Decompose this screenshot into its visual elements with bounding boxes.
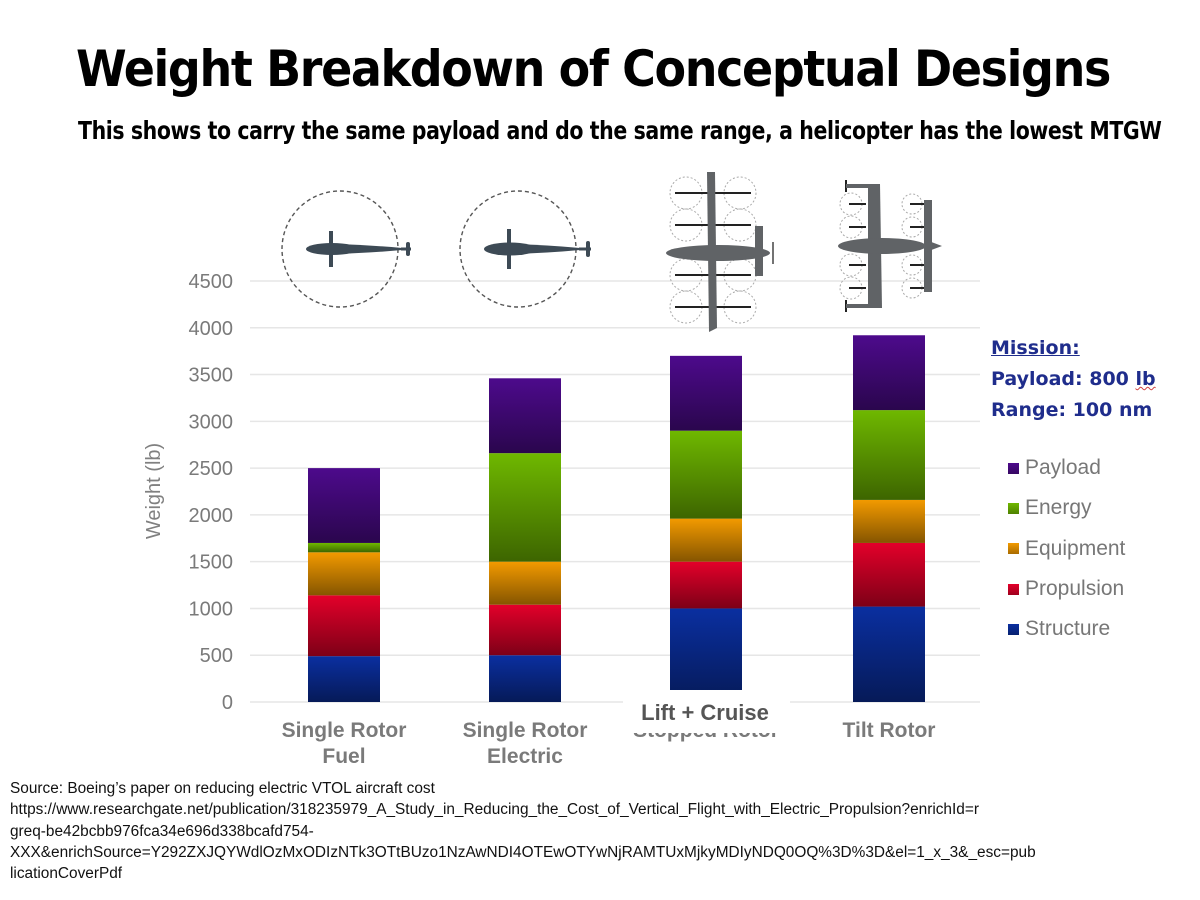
bar-segment-equipment	[489, 561, 561, 605]
bar-segment-structure	[489, 655, 561, 702]
source-url-line[interactable]: https://www.researchgate.net/publication…	[10, 801, 979, 819]
legend-item-payload: Payload	[1008, 448, 1125, 488]
source-url-line[interactable]: XXX&enrichSource=Y292ZXJQYWdlOzMxODIzNTk…	[10, 843, 1036, 861]
legend-label: Structure	[1025, 617, 1111, 641]
legend-swatch	[1008, 462, 1019, 474]
single-rotor-helicopter-icon	[281, 190, 411, 308]
y-tick-label: 4500	[189, 271, 234, 293]
chart-legend: Payload Energy Equipment Propulsion Structur…	[1008, 448, 1125, 649]
mission-payload: Payload: 800 lb	[991, 364, 1156, 395]
y-axis-ticks: 0 500 1000 1500 2000 2500 3000 3500 4000 4500	[189, 271, 234, 714]
x-tick-label: Electric	[487, 745, 563, 768]
mission-heading: Mission:	[991, 337, 1080, 359]
mission-box: Mission: Payload: 800 lb Range: 100 nm	[991, 333, 1156, 426]
legend-swatch	[1008, 583, 1019, 595]
bar-stack	[853, 335, 925, 702]
bar-segment-structure	[308, 656, 380, 702]
bars	[308, 335, 925, 702]
y-tick-label: 1500	[189, 552, 234, 574]
mission-payload-unit: lb	[1135, 368, 1156, 390]
bar-segment-equipment	[853, 499, 925, 543]
bar-segment-energy	[853, 410, 925, 500]
legend-item-structure: Structure	[1008, 609, 1125, 649]
legend-swatch	[1008, 623, 1019, 635]
source-url-line[interactable]: licationCoverPdf	[10, 865, 123, 883]
y-axis-label: Weight (lb)	[143, 443, 165, 539]
y-tick-label: 0	[222, 692, 233, 714]
source-url-line[interactable]: greq-be42bcbb976fca34e696d338bcafd754-	[10, 822, 314, 840]
legend-item-energy: Energy	[1008, 488, 1125, 528]
legend-label: Equipment	[1025, 536, 1126, 560]
bar-segment-equipment	[670, 518, 742, 562]
source-citation: Source: Boeing’s paper on reducing elect…	[10, 778, 1190, 884]
y-tick-label: 3500	[189, 365, 234, 387]
bar-segment-payload	[308, 468, 380, 543]
source-text: Source: Boeing’s paper on reducing elect…	[10, 780, 435, 797]
mission-range: Range: 100 nm	[991, 399, 1153, 421]
bar-segment-energy	[308, 542, 380, 553]
legend-label: Energy	[1025, 496, 1092, 520]
bar-segment-structure	[670, 608, 742, 702]
legend-label: Propulsion	[1025, 577, 1125, 601]
y-tick-label: 1000	[189, 598, 234, 620]
y-tick-label: 500	[200, 645, 233, 667]
legend-item-propulsion: Propulsion	[1008, 569, 1125, 609]
y-tick-label: 2000	[189, 505, 234, 527]
x-tick-label: Single Rotor	[463, 719, 588, 742]
overlay-label-box	[623, 690, 790, 733]
x-tick-label: Fuel	[322, 745, 365, 768]
bar-segment-propulsion	[489, 604, 561, 656]
single-rotor-helicopter-icon	[459, 190, 591, 308]
bar-segment-payload	[670, 355, 742, 431]
bar-segment-payload	[853, 335, 925, 411]
bar-stack	[308, 468, 380, 702]
mission-payload-label: Payload: 800	[991, 368, 1136, 390]
legend-swatch	[1008, 543, 1019, 555]
y-tick-label: 3000	[189, 411, 234, 433]
bar-segment-structure	[853, 606, 925, 702]
bar-segment-propulsion	[308, 595, 380, 657]
x-tick-label: Tilt Rotor	[843, 719, 936, 742]
lift-cruise-aircraft-icon	[666, 172, 774, 332]
bar-segment-energy	[670, 430, 742, 519]
legend-item-equipment: Equipment	[1008, 529, 1125, 569]
y-tick-label: 4000	[189, 318, 234, 340]
bar-segment-energy	[489, 453, 561, 562]
bar-segment-payload	[489, 378, 561, 454]
bar-stack	[670, 355, 742, 702]
x-tick-label: Single Rotor	[282, 719, 407, 742]
bar-stack	[489, 378, 561, 702]
legend-label: Payload	[1025, 456, 1101, 480]
legend-swatch	[1008, 502, 1019, 514]
bar-segment-propulsion	[853, 542, 925, 607]
slide-subtitle: This shows to carry the same payload and…	[78, 116, 1162, 145]
tilt-rotor-aircraft-icon	[838, 180, 942, 312]
y-tick-label: 2500	[189, 458, 234, 480]
overlay-label-lift-cruise: Lift + Cruise	[641, 700, 769, 725]
slide-title: Weight Breakdown of Conceptual Designs	[76, 40, 1111, 98]
bar-segment-equipment	[308, 552, 380, 596]
bar-segment-propulsion	[670, 561, 742, 609]
